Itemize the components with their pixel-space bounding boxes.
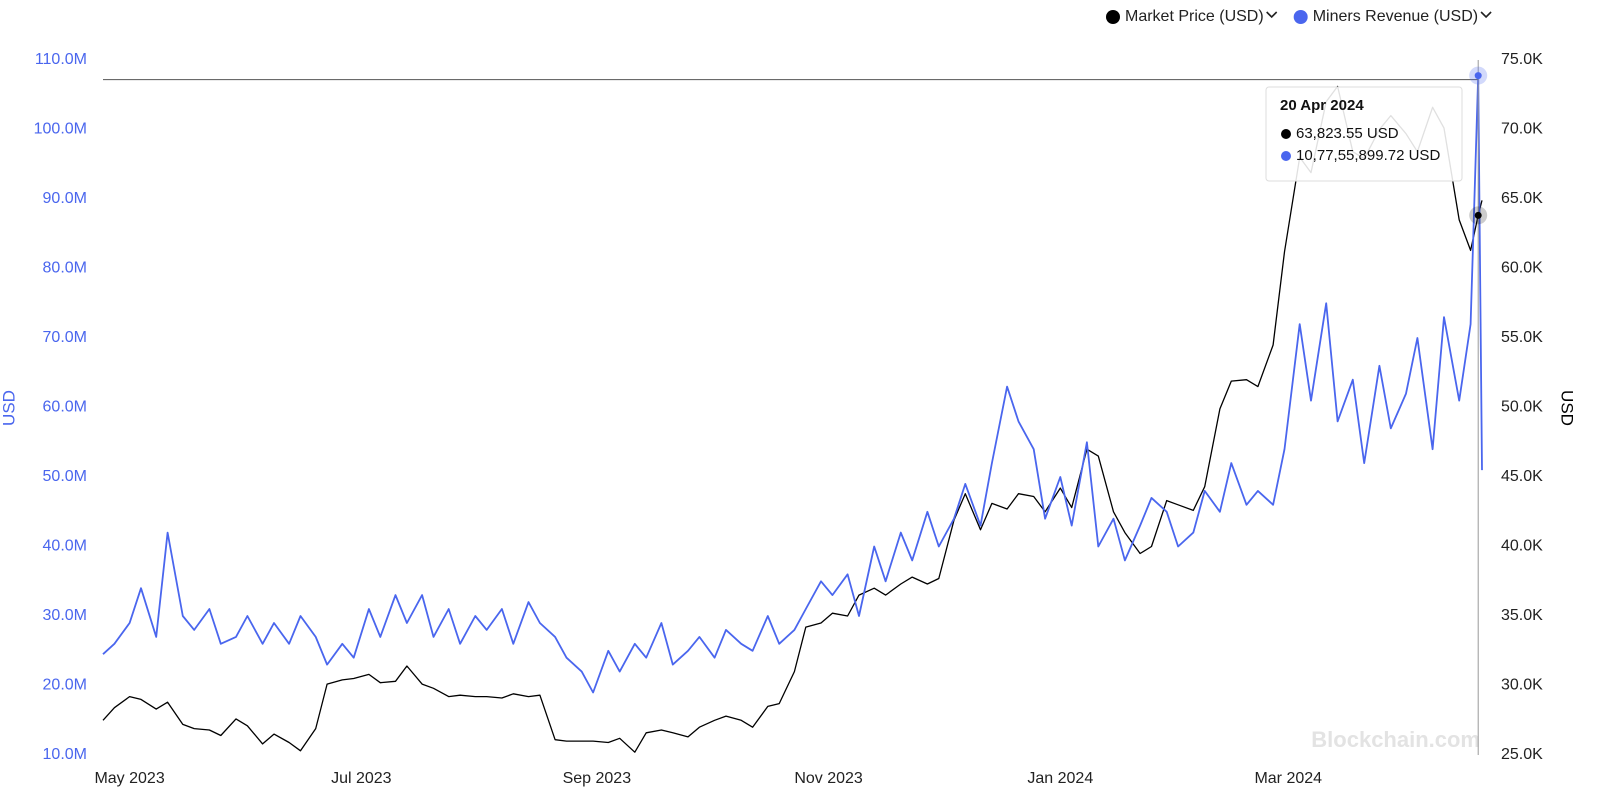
tooltip-swatch bbox=[1281, 151, 1291, 161]
x-tick-label: Jan 2024 bbox=[1027, 770, 1093, 787]
y2-axis-title: USD bbox=[1558, 390, 1577, 426]
legend: Market Price (USD) Miners Revenue (USD) bbox=[1106, 8, 1492, 25]
tooltip-value: 63,823.55 USD bbox=[1296, 125, 1399, 142]
y2-tick-label: 50.0K bbox=[1501, 399, 1543, 416]
tooltip-swatch bbox=[1281, 129, 1291, 139]
series-line bbox=[102, 85, 1483, 753]
legend-swatch bbox=[1293, 10, 1308, 24]
y-axis-title: USD bbox=[0, 390, 18, 426]
y-tick-label: 30.0M bbox=[43, 607, 87, 624]
tooltip-box bbox=[1265, 86, 1463, 182]
y-tick-label: 60.0M bbox=[43, 399, 87, 416]
y-tick-label: 50.0M bbox=[43, 468, 87, 485]
y-tick-label: 90.0M bbox=[43, 190, 87, 207]
y-tick-label: 70.0M bbox=[43, 329, 87, 346]
hover-point bbox=[1474, 211, 1482, 219]
x-tick-label: May 2023 bbox=[94, 770, 164, 787]
y2-tick-label: 45.0K bbox=[1501, 468, 1543, 485]
legend-label: Market Price (USD) bbox=[1125, 8, 1264, 25]
legend-swatch bbox=[1106, 10, 1120, 24]
legend-label: Miners Revenue (USD) bbox=[1313, 8, 1478, 25]
hover-point bbox=[1474, 72, 1482, 80]
y2-tick-label: 65.0K bbox=[1501, 190, 1543, 207]
y2-tick-label: 70.0K bbox=[1501, 121, 1543, 138]
y-tick-label: 10.0M bbox=[43, 746, 87, 763]
y2-tick-label: 40.0K bbox=[1501, 538, 1543, 555]
x-tick-label: Jul 2023 bbox=[331, 770, 392, 787]
y-tick-label: 20.0M bbox=[43, 677, 87, 694]
y-tick-label: 80.0M bbox=[43, 260, 87, 277]
legend-chevron bbox=[1266, 11, 1278, 19]
y2-tick-label: 25.0K bbox=[1501, 746, 1543, 763]
y2-tick-label: 55.0K bbox=[1501, 329, 1543, 346]
y2-tick-label: 30.0K bbox=[1501, 677, 1543, 694]
tooltip: 20 Apr 2024 63,823.55 USD 10,77,55,899.72 … bbox=[1265, 86, 1463, 182]
tooltip-value: 10,77,55,899.72 USD bbox=[1296, 147, 1440, 164]
y-tick-label: 110.0M bbox=[35, 51, 87, 68]
x-tick-label: Mar 2024 bbox=[1254, 770, 1322, 787]
tooltip-title: 20 Apr 2024 bbox=[1280, 97, 1364, 114]
y2-tick-label: 35.0K bbox=[1501, 607, 1543, 624]
y2-tick-label: 60.0K bbox=[1501, 260, 1543, 277]
x-tick-label: Nov 2023 bbox=[794, 770, 863, 787]
y2-tick-label: 75.0K bbox=[1501, 51, 1543, 68]
x-tick-label: Sep 2023 bbox=[563, 770, 632, 787]
y-tick-label: 100.0M bbox=[34, 121, 87, 138]
series-line bbox=[102, 74, 1483, 694]
legend-chevron bbox=[1480, 11, 1492, 19]
y-tick-label: 40.0M bbox=[43, 538, 87, 555]
watermark: Blockchain.com bbox=[1311, 727, 1480, 752]
